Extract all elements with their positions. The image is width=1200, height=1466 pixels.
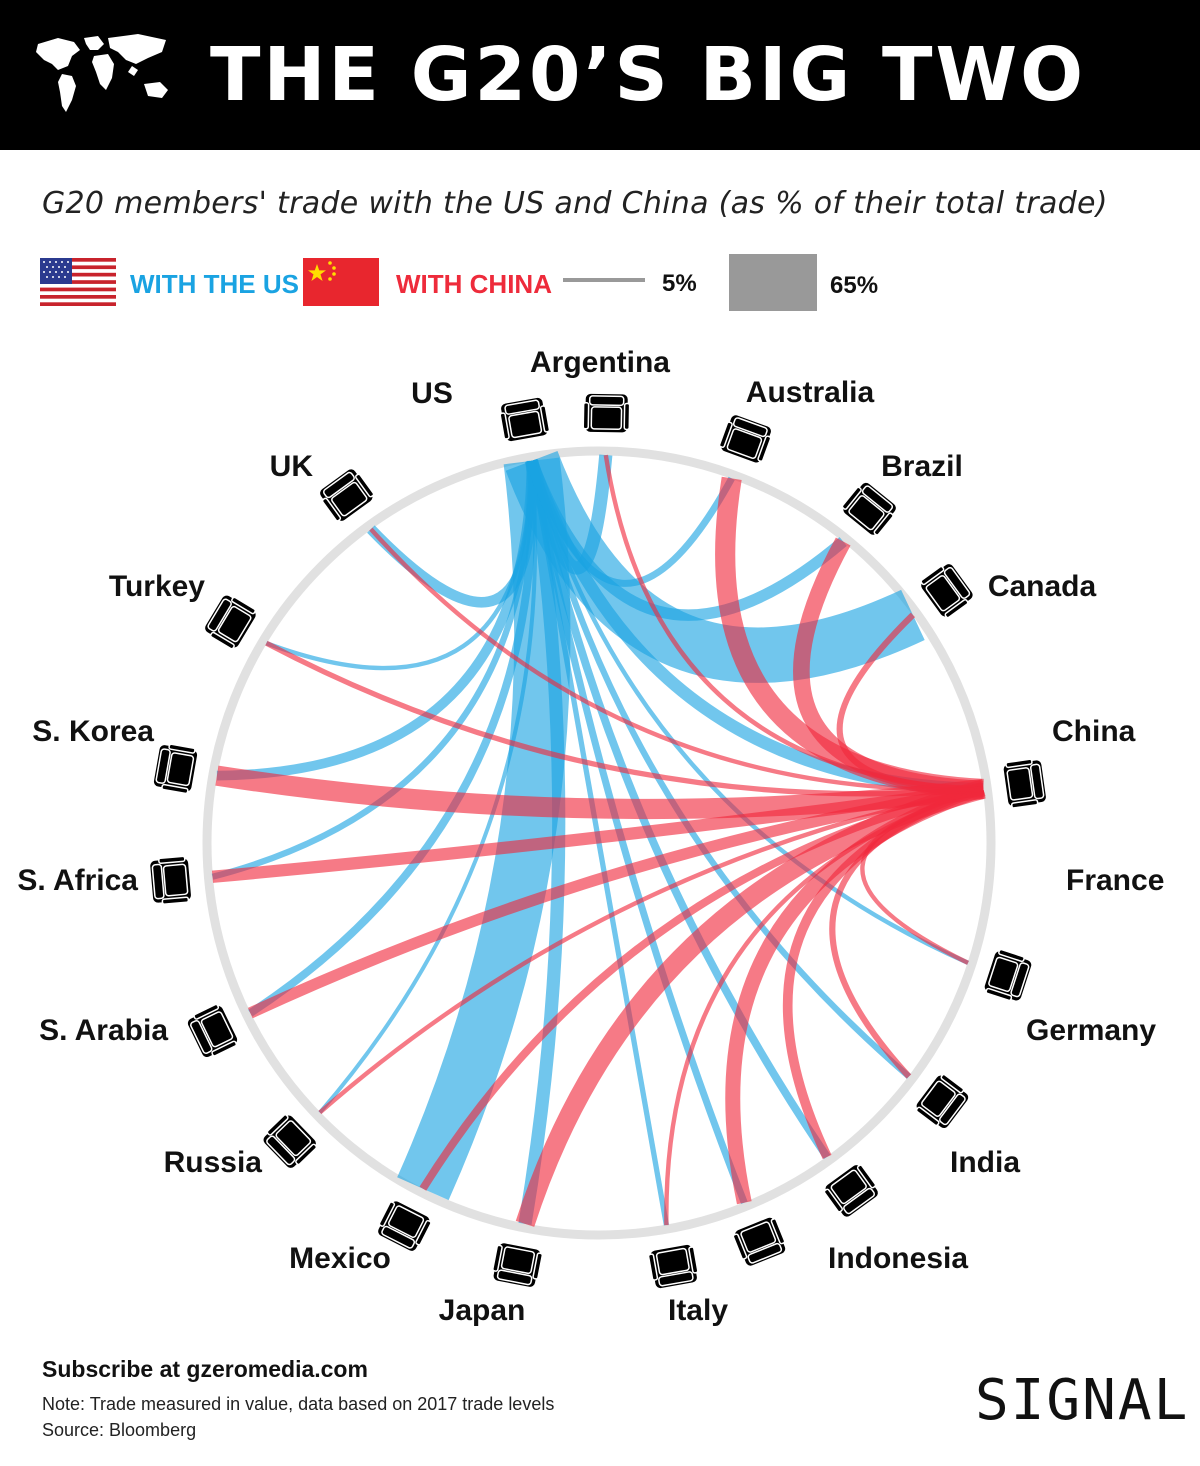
chair-icon (984, 948, 1032, 1002)
chart-subtitle: G20 members' trade with the US and China… (42, 186, 1108, 221)
country-label-s-arabia: S. Arabia (39, 1014, 168, 1047)
chair-icon (378, 1201, 432, 1251)
subscribe-text: Subscribe at gzeromedia.com (42, 1356, 368, 1382)
legend-large-scale-label: 65% (830, 272, 879, 299)
china-flow-mexico (419, 785, 985, 1191)
chair-icon (920, 564, 973, 619)
country-label-italy: Italy (668, 1294, 728, 1327)
brand-logo: SIGNAL (975, 1368, 1190, 1433)
china-flow-uk (369, 527, 984, 792)
us-flag-icon (40, 258, 116, 306)
country-label-s-africa: S. Africa (17, 864, 138, 897)
us-flow-mexico (397, 457, 571, 1201)
legend-us-label: WITH THE US (130, 269, 299, 299)
country-labels-group: US Argentina Australia Brazil Canada China Fra… (17, 346, 1164, 1327)
country-label-germany: Germany (1026, 1014, 1156, 1047)
legend-small-scale-line (563, 278, 645, 282)
china-flows-group (211, 454, 986, 1227)
chair-icon (205, 595, 256, 650)
country-label-russia: Russia (164, 1146, 263, 1179)
chair-icon (492, 1243, 544, 1287)
country-label-us: US (411, 377, 453, 410)
country-label-china: China (1052, 715, 1136, 748)
chair-icon (915, 1073, 969, 1129)
country-label-s-korea: S. Korea (32, 715, 154, 748)
chair-icon (732, 1217, 786, 1266)
country-label-australia: Australia (746, 376, 875, 409)
note-text: Note: Trade measured in value, data base… (42, 1394, 555, 1414)
source-text: Source: Bloomberg (42, 1420, 197, 1440)
china-flag-icon (303, 258, 379, 306)
chair-icon (320, 469, 375, 522)
us-flow-s-arabia (248, 460, 537, 1017)
chair-icon (823, 1164, 878, 1217)
chair-icon (1003, 758, 1046, 809)
chair-icon (263, 1114, 318, 1168)
chair-icon (499, 397, 551, 442)
chair-icon (150, 855, 191, 905)
us-flow-s-korea (216, 460, 537, 781)
chair-icon (153, 743, 198, 795)
chair-icon (582, 393, 631, 433)
country-label-india: India (950, 1146, 1020, 1179)
country-label-indonesia: Indonesia (828, 1242, 968, 1275)
table-ring (202, 446, 996, 1240)
legend-china-label: WITH CHINA (396, 269, 552, 299)
china-flow-japan (515, 779, 986, 1227)
chair-icon (841, 482, 896, 536)
country-label-argentina: Argentina (530, 346, 670, 379)
china-flow-s-korea (215, 765, 985, 820)
country-label-turkey: Turkey (109, 570, 205, 603)
legend-large-scale-box (729, 254, 817, 311)
country-label-uk: UK (270, 450, 314, 483)
chair-icon (187, 1003, 238, 1058)
chair-icon (718, 415, 772, 463)
world-map-icon (36, 34, 168, 112)
us-flow-uk (367, 460, 538, 608)
legend-small-scale-label: 5% (662, 270, 697, 297)
china-flow-turkey (265, 640, 984, 797)
page-title: THE G20’S BIG TWO (210, 32, 1087, 118)
chord-diagram: US Argentina Australia Brazil Canada China Fra… (17, 346, 1164, 1327)
chair-icon (647, 1244, 699, 1289)
country-label-brazil: Brazil (881, 450, 963, 483)
country-label-japan: Japan (439, 1294, 526, 1327)
country-label-mexico: Mexico (289, 1242, 391, 1275)
country-label-canada: Canada (988, 570, 1097, 603)
country-label-france: France (1066, 864, 1164, 897)
seats-group (150, 393, 1046, 1289)
header-banner: THE G20’S BIG TWO (0, 0, 1200, 150)
